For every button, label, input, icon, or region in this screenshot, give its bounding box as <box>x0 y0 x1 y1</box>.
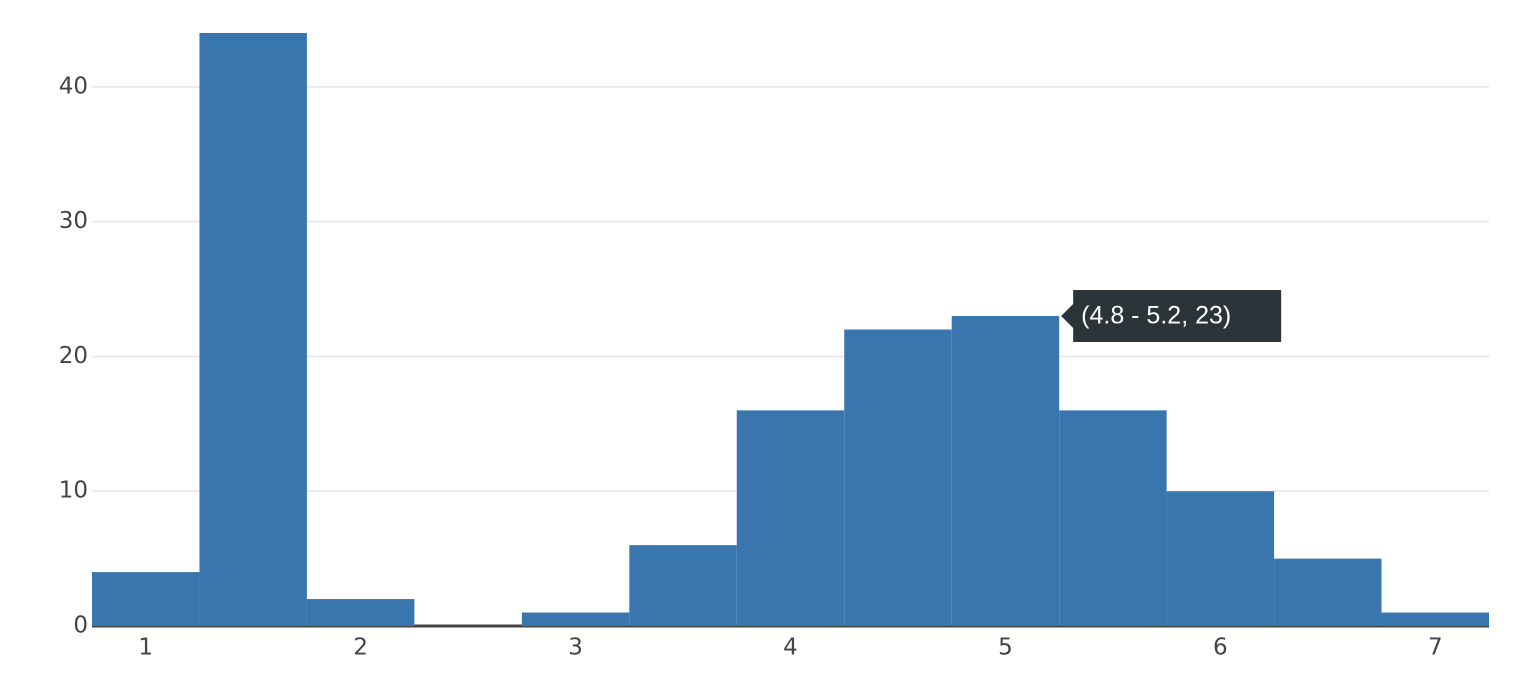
bar <box>629 545 737 626</box>
bar <box>306 599 415 626</box>
y-tick-label: 20 <box>59 343 88 369</box>
x-tick-label: 3 <box>568 635 583 661</box>
bar <box>736 410 845 626</box>
bar <box>844 329 952 626</box>
bar <box>92 572 200 626</box>
bar <box>521 612 630 626</box>
bar <box>1166 491 1275 626</box>
y-tick-label: 40 <box>59 73 88 99</box>
tooltip-text: (4.8 - 5.2, 23) <box>1081 302 1231 330</box>
y-tick-label: 30 <box>59 208 88 234</box>
y-tick-label: 10 <box>59 478 88 504</box>
bar <box>951 316 1060 626</box>
bar <box>1274 558 1382 626</box>
y-tick-label: 0 <box>73 613 88 639</box>
bar <box>1381 612 1489 626</box>
tooltip: (4.8 - 5.2, 23) <box>1061 290 1282 343</box>
x-tick-label: 1 <box>138 635 153 661</box>
tooltip-box <box>1061 290 1282 343</box>
x-tick-label: 5 <box>998 635 1013 661</box>
bar <box>1059 410 1167 626</box>
x-tick-label: 6 <box>1213 635 1228 661</box>
bar <box>199 32 307 626</box>
x-tick-label: 7 <box>1428 635 1443 661</box>
x-tick-label: 4 <box>783 635 798 661</box>
x-tick-label: 2 <box>353 635 368 661</box>
